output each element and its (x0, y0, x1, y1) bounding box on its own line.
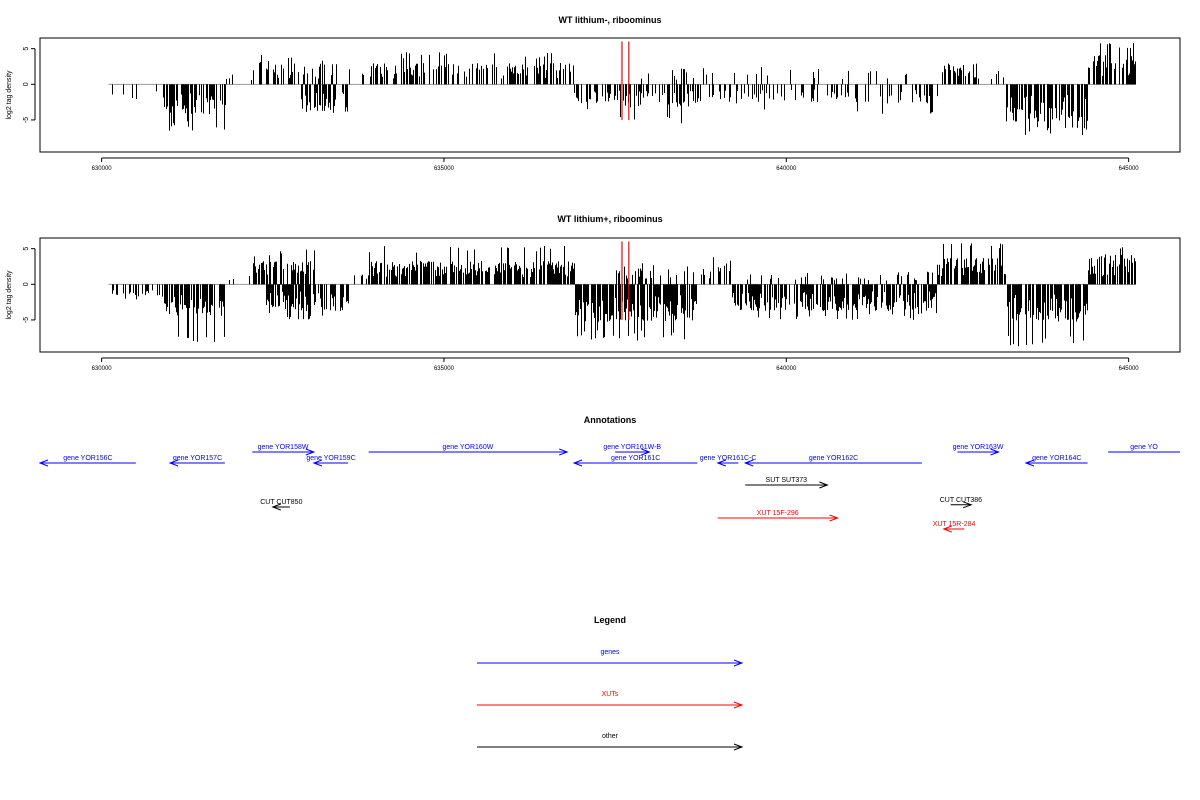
legend-label: genes (600, 649, 620, 656)
annotation-gene: gene YOR161C (572, 455, 698, 467)
annotation-gene: gene YOR161W-B (603, 444, 661, 456)
y-tick-label: -5 (23, 317, 30, 323)
x-tick-label: 635000 (434, 366, 455, 372)
legend-item-xut: XUTs (477, 691, 744, 709)
y-tick-label: 0 (23, 82, 30, 86)
legend-panel: Legend genes XUTs other (477, 615, 744, 751)
arrowhead (962, 501, 973, 509)
arrowhead (942, 525, 952, 533)
arrowhead (733, 743, 744, 751)
annotation-gene: gene YOR158W (252, 444, 316, 456)
arrowhead (271, 503, 281, 511)
arrowhead (819, 481, 829, 489)
annotation-xut: XUT 15F-296 (717, 510, 840, 522)
panel-title: WT lithium+, riboominus (557, 214, 662, 224)
annotation-label: gene YOR156C (63, 455, 112, 462)
annotation-label: CUT CUT850 (260, 499, 302, 506)
legend-label: XUTs (602, 691, 619, 698)
annotation-label: gene YOR163W (953, 444, 1004, 451)
y-tick-label: 5 (23, 47, 30, 51)
annotation-gene: gene YOR161C-C (700, 455, 757, 467)
y-axis: -5 0 5 (23, 247, 36, 323)
annotation-label: gene YOR161C (611, 455, 660, 462)
x-tick-label: 635000 (434, 166, 455, 172)
annotation-items: gene YOR156C gene YOR157C gene YOR158W gene… (38, 444, 1180, 533)
track-panel-lithium-minus: WT lithium-, riboominus log2 tag density… (6, 15, 1181, 172)
x-tick-label: 640000 (776, 166, 797, 172)
y-tick-label: -5 (23, 117, 30, 123)
arrowhead (743, 459, 754, 467)
annotation-other: SUT SUT373 (745, 477, 829, 489)
annotation-gene: gene YOR162C (743, 455, 922, 467)
annotation-label: gene YOR161W-B (603, 444, 661, 451)
annotation-gene: gene YOR164C (1024, 455, 1088, 467)
y-tick-label: 5 (23, 247, 30, 251)
annotation-label: gene YOR157C (173, 455, 222, 462)
bar-group (108, 41, 1136, 135)
legend-item-gene: genes (477, 649, 744, 667)
arrowhead (641, 448, 651, 456)
annotations-title: Annotations (584, 415, 637, 425)
arrowhead (168, 459, 179, 467)
annotation-label: gene YOR160W (442, 444, 493, 451)
arrowhead (990, 448, 1000, 456)
arrowhead (733, 659, 744, 667)
arrowhead (716, 459, 727, 467)
y-tick-label: 0 (23, 282, 30, 286)
y-axis: -5 0 5 (23, 47, 36, 123)
annotation-other: CUT CUT850 (260, 499, 303, 511)
annotation-label: gene YO (1130, 444, 1158, 451)
plot-frame (39, 237, 1181, 353)
annotation-label: XUT 15F-296 (757, 510, 799, 517)
x-tick-label: 640000 (776, 366, 797, 372)
arrowhead (829, 514, 840, 522)
annotation-label: CUT CUT386 (940, 497, 982, 504)
legend-title: Legend (594, 615, 626, 625)
arrowhead (733, 701, 744, 709)
annotation-label: gene YOR162C (809, 455, 858, 462)
annotation-gene: gene YOR160W (368, 444, 569, 456)
annotation-label: gene YOR159C (306, 455, 355, 462)
legend-item-other: other (477, 733, 744, 751)
annotation-gene: gene YOR157C (168, 455, 225, 467)
track-panel-lithium-plus: WT lithium+, riboominus log2 tag density… (6, 214, 1181, 372)
bar-group (108, 241, 1136, 347)
panel-title: WT lithium-, riboominus (559, 15, 662, 25)
annotation-other: CUT CUT386 (940, 497, 982, 509)
x-axis: 630000 635000 640000 645000 (92, 357, 1140, 372)
plot-frame (39, 37, 1181, 153)
arrowhead (38, 459, 49, 467)
annotation-gene: gene YOR159C (306, 455, 356, 467)
annotation-xut: XUT 15R-284 (933, 521, 976, 533)
annotation-label: gene YOR161C-C (700, 455, 757, 462)
x-tick-label: 630000 (92, 166, 113, 172)
annotation-label: SUT SUT373 (766, 477, 808, 484)
annotation-gene: gene YO (1108, 444, 1180, 453)
y-axis-label: log2 tag density (6, 270, 13, 320)
x-tick-label: 630000 (92, 366, 113, 372)
arrowhead (1024, 459, 1035, 467)
x-tick-label: 645000 (1119, 366, 1140, 372)
annotation-label: gene YOR164C (1032, 455, 1081, 462)
annotation-gene: gene YOR163W (953, 444, 1004, 456)
y-axis-label: log2 tag density (6, 70, 13, 120)
arrowhead (312, 459, 323, 467)
legend-label: other (602, 733, 619, 740)
arrowhead (305, 448, 316, 456)
annotation-label: gene YOR158W (258, 444, 309, 451)
annotation-label: XUT 15R-284 (933, 521, 976, 528)
x-tick-label: 645000 (1119, 166, 1140, 172)
annotations-panel: Annotations gene YOR156C gene YOR157Cgene… (38, 415, 1180, 533)
annotation-gene: gene YOR156C (38, 455, 136, 467)
legend-items: genes XUTs other (477, 649, 744, 751)
arrowhead (572, 459, 583, 467)
x-axis: 630000 635000 640000 645000 (92, 157, 1140, 172)
arrowhead (559, 448, 569, 456)
